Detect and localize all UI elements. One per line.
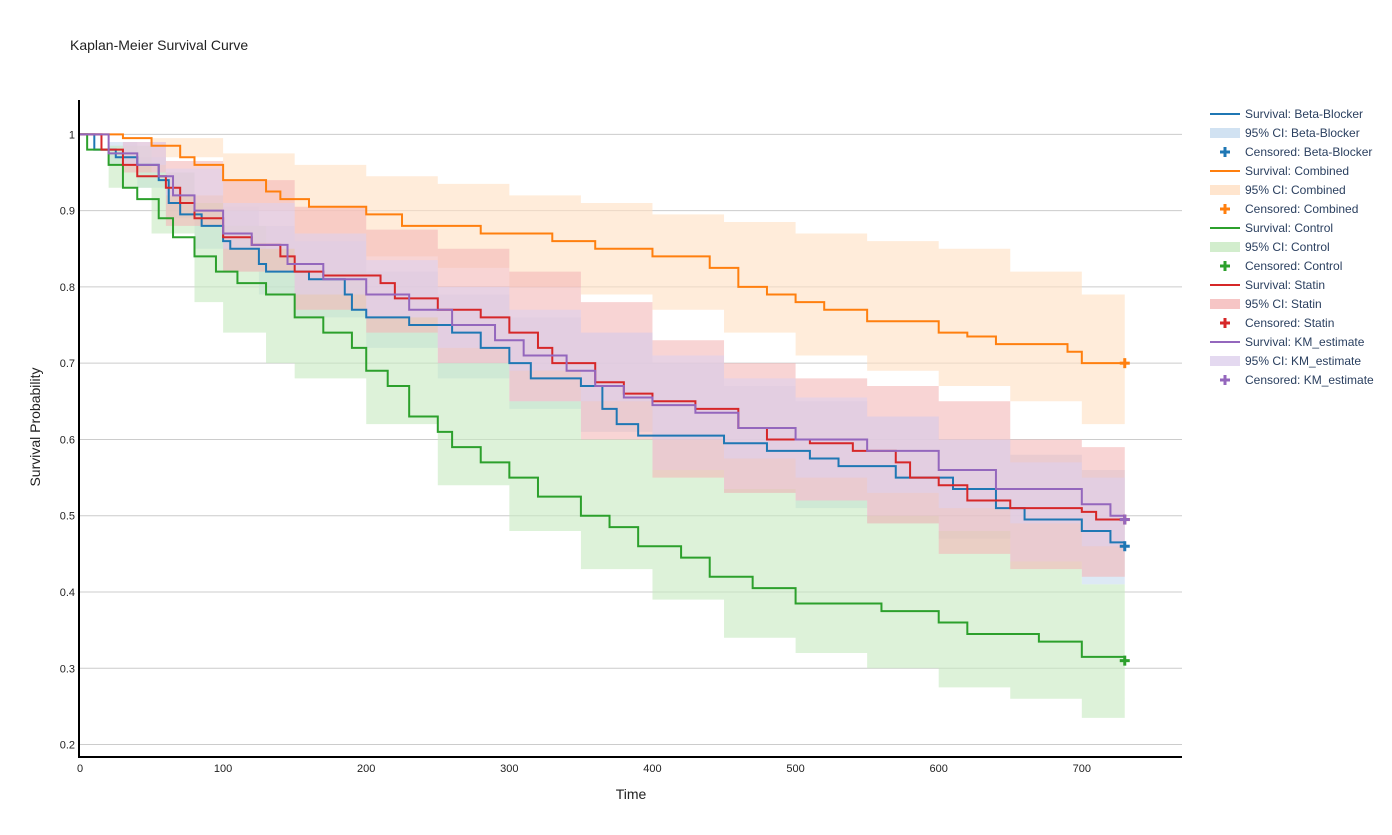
survival-lines — [80, 133, 1126, 661]
legend-cross-icon — [1220, 318, 1230, 328]
y-tick-label: 0.9 — [60, 206, 75, 218]
legend-label: Survival: Statin — [1245, 278, 1325, 292]
legend-label: Survival: Combined — [1245, 164, 1349, 178]
legend-label: Survival: Beta-Blocker — [1245, 107, 1363, 121]
censored-marker-beta-blocker — [1119, 541, 1130, 552]
chart-title: Kaplan-Meier Survival Curve — [70, 37, 248, 53]
y-tick-label: 0.3 — [60, 663, 75, 675]
survival-line-control — [80, 133, 1126, 661]
legend-cross-icon — [1220, 375, 1230, 385]
y-tick-label: 0.7 — [60, 358, 75, 370]
censored-marker-control — [1119, 655, 1130, 666]
survival-line-km-estimate — [80, 133, 1126, 520]
x-tick-label: 600 — [930, 763, 948, 775]
legend-label: 95% CI: Beta-Blocker — [1245, 126, 1360, 140]
legend-item-band-km-estimate[interactable]: 95% CI: KM_estimate — [1210, 354, 1361, 368]
x-tick-label: 300 — [500, 763, 518, 775]
legend-label: Censored: Statin — [1245, 316, 1334, 330]
legend-label: Censored: Control — [1245, 259, 1342, 273]
legend-item-band-combined[interactable]: 95% CI: Combined — [1210, 183, 1346, 197]
legend-item-line-combined[interactable]: Survival: Combined — [1210, 164, 1349, 178]
legend-item-cross-statin[interactable]: Censored: Statin — [1220, 316, 1334, 330]
legend-label: Censored: Beta-Blocker — [1245, 145, 1372, 159]
legend-item-line-statin[interactable]: Survival: Statin — [1210, 278, 1325, 292]
legend-item-cross-combined[interactable]: Censored: Combined — [1220, 202, 1358, 216]
censored-marker-combined — [1119, 358, 1130, 369]
y-tick-label: 0.8 — [60, 282, 75, 294]
legend: Survival: Beta-Blocker 95% CI: Beta-Block… — [1210, 107, 1374, 387]
x-tick-label: 200 — [357, 763, 375, 775]
legend-label: Censored: KM_estimate — [1245, 373, 1374, 387]
legend-item-band-statin[interactable]: 95% CI: Statin — [1210, 297, 1322, 311]
x-tick-label: 700 — [1073, 763, 1091, 775]
y-tick-label: 0.4 — [60, 587, 75, 599]
y-tick-label: 1 — [69, 129, 75, 141]
x-tick-label: 0 — [77, 763, 83, 775]
confidence-bands — [80, 134, 1125, 722]
x-tick-label: 100 — [214, 763, 232, 775]
ci-band-km-estimate — [80, 134, 1125, 551]
legend-label: 95% CI: KM_estimate — [1245, 354, 1361, 368]
legend-label: Survival: KM_estimate — [1245, 335, 1365, 349]
censored-marker-km-estimate — [1119, 514, 1130, 525]
legend-item-line-beta-blocker[interactable]: Survival: Beta-Blocker — [1210, 107, 1363, 121]
legend-label: 95% CI: Control — [1245, 240, 1330, 254]
legend-item-band-control[interactable]: 95% CI: Control — [1210, 240, 1330, 254]
legend-cross-icon — [1220, 147, 1230, 157]
legend-item-cross-beta-blocker[interactable]: Censored: Beta-Blocker — [1220, 145, 1372, 159]
legend-item-cross-km-estimate[interactable]: Censored: KM_estimate — [1220, 373, 1374, 387]
legend-cross-icon — [1220, 261, 1230, 271]
censored-markers — [1119, 358, 1130, 666]
legend-cross-icon — [1220, 204, 1230, 214]
x-axis-title: Time — [616, 786, 647, 802]
x-tick-label: 500 — [786, 763, 804, 775]
legend-label: 95% CI: Combined — [1245, 183, 1346, 197]
legend-label: 95% CI: Statin — [1245, 297, 1322, 311]
x-tick-label: 400 — [643, 763, 661, 775]
axes: 0.2 0.3 0.4 0.5 0.6 0.7 0.8 0.9 1 0 100 200 300 400 50… — [60, 100, 1182, 775]
y-tick-label: 0.6 — [60, 434, 75, 446]
legend-item-band-beta-blocker[interactable]: 95% CI: Beta-Blocker — [1210, 126, 1360, 140]
legend-label: Survival: Control — [1245, 221, 1333, 235]
y-tick-label: 0.2 — [60, 740, 75, 752]
y-tick-label: 0.5 — [60, 511, 75, 523]
legend-item-line-control[interactable]: Survival: Control — [1210, 221, 1333, 235]
legend-label: Censored: Combined — [1245, 202, 1358, 216]
legend-item-line-km-estimate[interactable]: Survival: KM_estimate — [1210, 335, 1365, 349]
legend-item-cross-control[interactable]: Censored: Control — [1220, 259, 1342, 273]
y-axis-title: Survival Probability — [27, 367, 43, 486]
survival-line-combined — [80, 133, 1125, 365]
